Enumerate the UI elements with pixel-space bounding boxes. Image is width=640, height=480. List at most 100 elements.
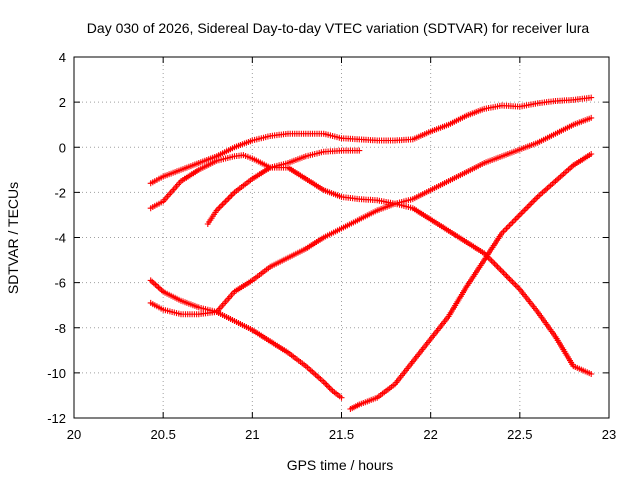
y-tick-label: -6 (54, 276, 66, 291)
y-tick-label: -10 (47, 366, 66, 381)
trace-4-point (376, 209, 379, 212)
trace-4-point (149, 279, 152, 282)
trace-4-point (269, 266, 272, 268)
trace-5-point (305, 365, 307, 367)
x-tick-label: 23 (602, 427, 616, 442)
trace-6-point (349, 408, 352, 410)
trace-4-point (519, 148, 521, 151)
trace-4-point (483, 162, 486, 164)
trace-4-point (305, 248, 307, 250)
trace-2-point (376, 199, 379, 202)
trace-3-point (358, 149, 361, 152)
trace-3-point (287, 162, 289, 164)
trace-6-point (447, 315, 450, 318)
y-tick-label: 0 (59, 140, 66, 155)
trace-2-point (483, 252, 486, 255)
trace-2-point (447, 229, 450, 232)
trace-1-point (572, 99, 575, 101)
trace-6-point (358, 403, 361, 406)
trace-3-point (305, 155, 307, 158)
trace-5-point (233, 320, 236, 322)
trace-2-point (536, 311, 539, 313)
trace-2-point (215, 160, 218, 162)
trace-1-point (198, 162, 200, 164)
trace-2-point (251, 157, 254, 160)
trace-5-point (287, 351, 289, 354)
series-trace-3 (204, 147, 363, 227)
trace-1-point (322, 132, 325, 135)
trace-1-point (269, 135, 272, 137)
trace-4-point (198, 306, 200, 309)
trace-1-point (483, 108, 486, 110)
trace-6-point (412, 360, 414, 363)
y-tick-label: -8 (54, 321, 66, 336)
trace-4-markers (147, 114, 595, 315)
trace-1-point (180, 169, 182, 171)
trace-3-markers (204, 147, 363, 227)
trace-4-point (162, 290, 164, 293)
trace-2-point (429, 218, 432, 221)
trace-3-point (269, 166, 272, 169)
data-traces (147, 94, 595, 412)
trace-1-point (233, 146, 236, 149)
trace-2-point (340, 196, 343, 198)
y-tick-label: 4 (59, 50, 66, 65)
x-tick-label: 20 (67, 427, 81, 442)
trace-1-point (305, 132, 307, 135)
trace-1-point (554, 100, 557, 102)
trace-2-point (554, 336, 557, 338)
trace-4-point (447, 180, 450, 182)
trace-6-point (519, 214, 521, 216)
trace-1-point (162, 175, 164, 178)
trace-3-point (207, 223, 209, 225)
trace-4-point (287, 257, 289, 259)
trace-6-point (376, 396, 379, 399)
trace-1-point (501, 104, 503, 107)
trace-1-point (340, 137, 343, 139)
x-tick-label: 21.5 (329, 427, 354, 442)
trace-1-point (149, 182, 152, 185)
trace-6-point (554, 180, 557, 182)
trace-1-point (376, 139, 379, 142)
trace-4-point (322, 236, 325, 239)
y-tick-labels: -12 -10 -8 -6 -4 -2 0 2 4 (47, 50, 66, 426)
trace-5-point (331, 390, 334, 392)
trace-1-point (465, 114, 468, 117)
trace-1-point (590, 96, 592, 99)
trace-3-point (322, 151, 325, 153)
series-trace-1 (147, 94, 595, 187)
trace-5-point (340, 396, 343, 399)
trace-4-point (180, 299, 182, 302)
trace-6-point (501, 232, 503, 234)
trace-5-point (180, 313, 182, 316)
trace-6-point (590, 153, 592, 155)
trace-5-point (198, 313, 200, 316)
trace-5-point (162, 308, 164, 311)
trace-5-markers (147, 299, 345, 401)
trace-4-point (340, 227, 343, 230)
series-trace-2 (147, 152, 595, 377)
trace-6-point (572, 164, 575, 167)
trace-4-point (572, 123, 575, 126)
trace-2-point (233, 155, 236, 158)
trace-1-point (536, 102, 539, 105)
trace-2-point (322, 189, 325, 191)
trace-5-point (322, 381, 325, 383)
series-trace-4 (147, 114, 595, 315)
series-trace-5 (147, 299, 345, 401)
trace-1-point (429, 130, 432, 133)
trace-2-point (590, 373, 592, 375)
trace-1-point (251, 139, 254, 142)
y-tick-label: -4 (54, 231, 66, 246)
trace-5-point (149, 302, 152, 304)
trace-6-point (429, 338, 432, 340)
trace-3-point (233, 191, 236, 194)
trace-6-point (483, 259, 486, 261)
trace-3-point (340, 149, 343, 152)
trace-2-point (572, 365, 575, 367)
x-tick-label: 22.5 (507, 427, 532, 442)
trace-2-markers (147, 152, 595, 377)
trace-2-point (305, 178, 307, 180)
trace-2-point (242, 154, 245, 156)
